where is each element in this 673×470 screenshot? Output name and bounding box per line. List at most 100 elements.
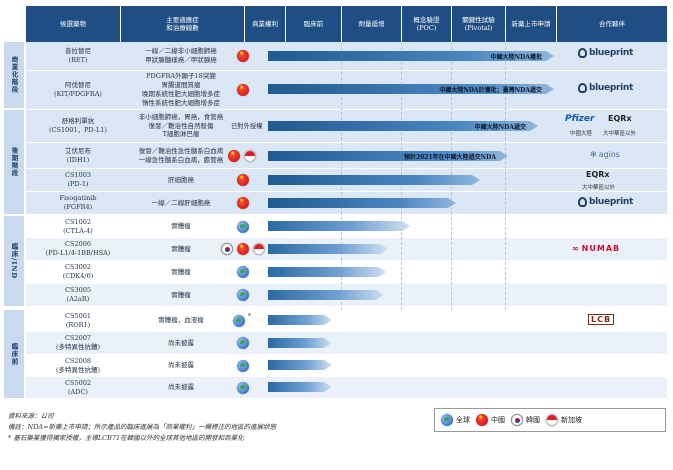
progress-bar (268, 360, 332, 370)
agios-swirl-icon: ✻ (590, 150, 597, 159)
singapore-flag-icon (546, 414, 558, 426)
header-partners-label: 合作夥伴 (599, 19, 625, 28)
eqrx-name: EQRx (586, 170, 610, 179)
drug-target: (IDH1) (66, 155, 90, 164)
drug-target: (A2aR) (66, 295, 90, 303)
china-flag-icon (228, 150, 240, 162)
eqrx-logo: EQRx (608, 114, 632, 123)
progress-bar (268, 338, 332, 348)
drug-name-line: CS2007 (65, 334, 91, 343)
legend-china-label: 中國 (491, 416, 505, 424)
drug-target: (PD-1) (67, 180, 89, 188)
drug-name: 阿伐替尼 (KIT/PDGFRA) (38, 71, 118, 109)
progress-bar (268, 290, 384, 300)
blueprint-name: blueprint (589, 83, 634, 93)
blueprint-mark-icon (578, 83, 587, 93)
korea-flag-icon (511, 414, 523, 426)
blueprint-name: blueprint (589, 197, 634, 207)
drug-target: (KIT/PDGFRA) (54, 90, 102, 98)
legend-korea-label: 韓國 (526, 416, 540, 424)
china-flag-icon (476, 414, 488, 426)
pfizer-logo: Pfizer (565, 114, 594, 124)
header-poc: 概念驗證 (POC) (402, 6, 451, 42)
drug-name-line: CS3005 (65, 286, 91, 295)
indication-line: 尚未披露 (168, 383, 194, 392)
blueprint-mark-icon (578, 197, 587, 207)
indication-line: 實體瘤 (171, 244, 191, 253)
drug-name: CS1002 (CTLA-4) (38, 216, 118, 237)
indication-line: 尚未披露 (168, 361, 194, 370)
indication: 實體瘤，血液瘤 (120, 310, 242, 331)
group-clinical-ind: 臨床/IND (4, 216, 24, 306)
indication-line: 胃腸道間質瘤 (161, 81, 201, 90)
drug-name: 艾伏尼布 (IDH1) (38, 143, 118, 168)
numab-mark-icon: ∞ (572, 244, 580, 253)
indication: 復發／難治性急性髓系白血病 一線急性髓系白血病，膽管癌 (120, 143, 242, 168)
progress-bar (268, 382, 332, 392)
legend-singapore: 新加坡 (546, 414, 582, 426)
progress-label: 中國大陸NDA遞交 (474, 123, 526, 131)
group-commercial: 商業化階段 (4, 42, 24, 108)
drug-target: (CS1001，PD-L1) (49, 126, 107, 134)
china-flag-icon (237, 197, 249, 209)
progress-bar (268, 267, 386, 277)
agios-name: agios (598, 150, 620, 159)
indication-line: PDGFRA外顯子18突變 (146, 72, 216, 81)
indication: 非小細胞肺癌，胃癌，食管癌 復發／難治性自然殺傷 T細胞淋巴瘤 (120, 110, 242, 142)
drug-target: (CDK4/6) (62, 272, 94, 280)
indication-line: 一線／二線肝細胞癌 (151, 198, 211, 207)
header-preclinical-label: 臨床前 (303, 19, 324, 28)
progress-bar: 中國大陸NDA獲批 (268, 51, 554, 61)
drug-name: CS3005 (A2aR) (38, 284, 118, 306)
eqrx-name: EQRx (608, 114, 632, 123)
agios-logo: ✻ agios (590, 150, 620, 159)
group-clinical-ind-label: 臨床/IND (10, 243, 18, 279)
footer-note: 備註：NDA=新藥上市申請；所示產品的臨床進展為「商業權利」一欄標注的地區的進展… (8, 423, 277, 431)
indication: PDGFRA外顯子18突變 胃腸道間質瘤 晚期系統性肥大細胞增多症 惰性系統性肥大細胞… (120, 71, 242, 109)
progress-bar: 中國大陸NDA遞交 (268, 121, 538, 131)
indication: 尚未披露 (120, 332, 242, 354)
pfizer-region: 中國大陸 (570, 131, 593, 137)
group-early: 臨床前 (4, 310, 24, 398)
drug-name-line: 阿伐替尼 (65, 81, 91, 90)
group-late-stage-label: 後期階段 (10, 147, 18, 177)
numab-logo: ∞ NUMAB (572, 244, 620, 253)
indication: 肝細胞癌 (120, 169, 242, 191)
progress-bar (268, 244, 388, 254)
indication-line: 一線急性髓系白血病，膽管癌 (138, 155, 224, 164)
drug-target: (ROR1) (65, 320, 91, 329)
legend-china: 中國 (476, 414, 505, 426)
china-flag-icon (237, 50, 249, 62)
numab-name: NUMAB (581, 244, 621, 253)
globe-icon (237, 337, 249, 349)
blueprint-logo: blueprint (578, 48, 633, 58)
drug-name: Fisogatinib (FGFR4) (38, 192, 118, 214)
legend-global: 全球 (441, 414, 470, 426)
blueprint-name: blueprint (589, 48, 634, 58)
singapore-flag-icon (253, 243, 265, 255)
drug-name-line: CS2006 (65, 240, 91, 249)
drug-name-line: CS1003 (65, 171, 91, 180)
header-pivotal-line1: 關鍵性試驗 (462, 15, 495, 24)
globe-icon (237, 266, 249, 278)
lcb-logo: LCB (588, 314, 615, 325)
blueprint-logo: blueprint (578, 197, 633, 207)
progress-bar (268, 315, 332, 325)
korea-flag-icon (221, 243, 233, 255)
indication-line: 復發／難治性急性髓系白血病 (138, 146, 224, 155)
header-dose: 劑量遞增 (342, 6, 401, 42)
indication: 一線／二線肝細胞癌 (120, 192, 242, 214)
pfizer-name: Pfizer (565, 114, 595, 124)
header-indication-line2: 和治療線數 (166, 24, 199, 32)
header-poc-line1: 概念驗證 (413, 15, 440, 24)
indication: 一線／二線非小細胞肺癌 甲狀腺髓樣癌／甲狀腺癌 (120, 42, 242, 70)
globe-icon (233, 315, 245, 327)
drug-name: 舒格利單抗 (CS1001，PD-L1) (38, 110, 118, 142)
indication-line: 一線／二線非小細胞肺癌 (145, 47, 217, 56)
globe-icon (237, 382, 249, 394)
indication-line: 實體瘤 (171, 290, 191, 299)
column-divider (505, 42, 506, 310)
header-preclinical: 臨床前 (286, 6, 341, 42)
header-nda: 新藥上市申請 (506, 6, 556, 42)
